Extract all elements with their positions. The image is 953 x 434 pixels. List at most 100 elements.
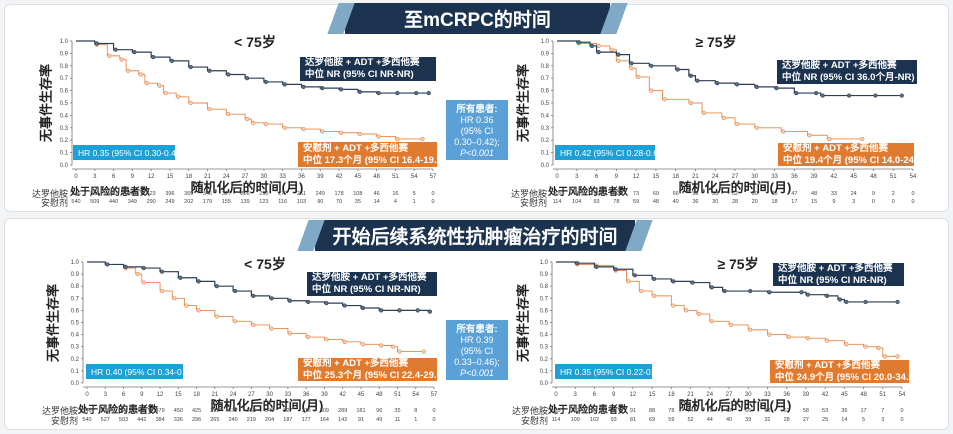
y-tick-label: 0.9 xyxy=(541,51,550,57)
x-tick-label: 36 xyxy=(791,174,798,180)
at-risk-darolutamide: 53 xyxy=(822,408,828,414)
x-tick-label: 27 xyxy=(248,392,255,398)
at-risk-placebo: 17 xyxy=(791,199,797,205)
placebo-censor-mark xyxy=(844,342,849,347)
at-risk-darolutamide: 96 xyxy=(574,191,580,197)
x-tick-label: 6 xyxy=(122,392,126,398)
placebo-curve xyxy=(556,261,896,357)
darolutamide-censor-mark xyxy=(397,308,402,313)
placebo-censor-mark xyxy=(176,94,181,99)
x-tick-label: 24 xyxy=(712,174,719,180)
y-tick-label: 0.0 xyxy=(541,163,550,169)
y-tick-label: 0.9 xyxy=(540,272,549,278)
at-risk-placebo: 104 xyxy=(572,199,581,205)
legend-placebo: 安慰剂 + ADT +多西他赛 中位 19.4个月 (95% CI 14.0-24… xyxy=(778,143,925,166)
darolutamide-censor-mark xyxy=(141,265,146,271)
x-tick-label: 39 xyxy=(811,174,818,180)
x-tick-label: 48 xyxy=(376,392,383,398)
legend-median: 中位 17.3个月 (95% CI 16.4-19.5) xyxy=(303,154,446,166)
darolutamide-censor-mark xyxy=(754,84,759,89)
at-risk-placebo: 527 xyxy=(101,417,110,423)
at-risk-placebo: 3 xyxy=(881,417,884,423)
legend-placebo: 安慰剂 + ADT +多西他赛 中位 24.9个月 (95% CI 20.0-34… xyxy=(770,360,917,383)
placebo-censor-mark xyxy=(662,97,667,102)
at-risk-darolutamide: 66 xyxy=(673,191,679,197)
all-p-value: P<0.001 xyxy=(460,368,494,378)
age-group-title: ≥ 75岁 xyxy=(695,34,737,50)
placebo-censor-mark xyxy=(860,136,865,142)
x-tick-label: 9 xyxy=(615,174,619,180)
at-risk-darolutamide: 16 xyxy=(392,191,398,197)
y-tick-label: 0.8 xyxy=(540,284,549,290)
placebo-censor-mark xyxy=(781,129,786,134)
at-risk-placebo: 503 xyxy=(119,417,128,423)
all-hr: HR 0.39 xyxy=(460,335,494,345)
x-tick-label: 21 xyxy=(687,392,694,398)
placebo-censor-mark xyxy=(596,43,601,49)
placebo-curve xyxy=(557,40,861,140)
x-tick-label: 15 xyxy=(653,174,660,180)
at-risk-label-darolutamide: 达罗他胺 xyxy=(511,406,548,416)
placebo-censor-mark xyxy=(827,136,832,142)
y-tick-label: 0.6 xyxy=(540,308,549,314)
all-patients-box: 所有患者: HR 0.36 (95% CI 0.30–0.42); P<0.00… xyxy=(446,100,508,160)
darolutamide-censor-mark xyxy=(863,299,868,305)
at-risk-placebo: 540 xyxy=(82,417,91,423)
x-tick-label: 42 xyxy=(822,392,829,398)
placebo-censor-mark xyxy=(754,125,759,130)
at-risk-label-darolutamide: 达罗他胺 xyxy=(31,189,68,199)
placebo-censor-mark xyxy=(141,280,146,285)
placebo-censor-mark xyxy=(226,112,231,117)
darolutamide-censor-mark xyxy=(251,293,256,298)
placebo-censor-mark xyxy=(263,121,268,127)
darolutamide-censor-mark xyxy=(734,82,740,87)
at-risk-placebo: 35 xyxy=(355,199,361,205)
at-risk-darolutamide: 66 xyxy=(745,408,751,414)
at-risk-darolutamide: 78 xyxy=(668,408,674,414)
age-group-title: < 75岁 xyxy=(244,256,286,272)
placebo-censor-mark xyxy=(767,332,772,337)
at-risk-placebo: 90 xyxy=(317,199,323,205)
darolutamide-censor-mark xyxy=(357,89,362,94)
x-tick-label: 3 xyxy=(104,392,108,398)
placebo-censor-mark xyxy=(636,74,641,80)
at-risk-darolutamide: 5 xyxy=(413,191,416,197)
placebo-censor-mark xyxy=(144,81,149,86)
placebo-censor-mark xyxy=(188,100,193,106)
at-risk-darolutamide: 88 xyxy=(649,408,655,414)
at-risk-placebo: 109 xyxy=(571,417,580,423)
darolutamide-censor-mark xyxy=(688,73,693,78)
placebo-censor-mark xyxy=(609,47,614,52)
x-axis-label: 随机化后的时间(月) xyxy=(678,398,792,413)
darolutamide-censor-mark xyxy=(151,55,156,60)
at-risk-placebo: 1 xyxy=(414,417,417,423)
darolutamide-censor-mark xyxy=(320,86,325,91)
x-tick-label: 54 xyxy=(411,174,418,180)
y-tick-label: 0.5 xyxy=(540,321,549,327)
darolutamide-curve xyxy=(556,261,896,303)
at-risk-placebo: 0 xyxy=(900,417,903,423)
at-risk-darolutamide: 261 xyxy=(297,191,306,197)
at-risk-placebo: 14 xyxy=(841,417,847,423)
x-tick-label: 48 xyxy=(373,174,380,180)
placebo-censor-mark xyxy=(639,288,644,294)
at-risk-darolutamide: 290 xyxy=(259,191,268,197)
at-risk-placebo: 540 xyxy=(71,199,80,205)
darolutamide-censor-mark xyxy=(794,90,799,96)
at-risk-darolutamide: 306 xyxy=(241,191,250,197)
at-risk-placebo: 296 xyxy=(192,417,201,423)
placebo-censor-mark xyxy=(207,107,212,112)
x-tick-label: 36 xyxy=(783,392,790,398)
x-tick-label: 12 xyxy=(633,174,640,180)
x-tick-label: 54 xyxy=(899,392,906,398)
placebo-censor-mark xyxy=(376,134,381,139)
at-risk-placebo: 179 xyxy=(203,199,212,205)
legend-line: 达罗他胺 + ADT +多西他赛 xyxy=(305,57,420,68)
y-tick-label: 0.1 xyxy=(540,369,549,375)
at-risk-darolutamide: 522 xyxy=(119,408,128,414)
darolutamide-censor-mark xyxy=(226,72,231,77)
placebo-censor-mark xyxy=(163,90,168,96)
at-risk-placebo: 116 xyxy=(278,199,287,205)
at-risk-placebo: 59 xyxy=(668,417,674,423)
placebo-censor-mark xyxy=(721,115,726,120)
